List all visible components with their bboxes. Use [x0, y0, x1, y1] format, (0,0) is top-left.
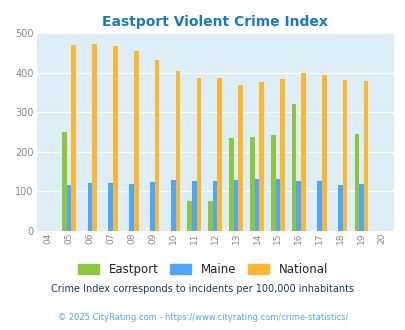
Bar: [217, 78, 222, 231]
Bar: [92, 44, 96, 231]
Bar: [171, 180, 175, 231]
Bar: [321, 75, 326, 231]
Bar: [296, 181, 301, 231]
Bar: [175, 71, 180, 231]
Bar: [187, 201, 192, 231]
Bar: [87, 183, 92, 231]
Bar: [129, 184, 134, 231]
Text: Crime Index corresponds to incidents per 100,000 inhabitants: Crime Index corresponds to incidents per…: [51, 284, 354, 294]
Bar: [337, 185, 342, 231]
Text: © 2025 CityRating.com - https://www.cityrating.com/crime-statistics/: © 2025 CityRating.com - https://www.city…: [58, 313, 347, 322]
Bar: [238, 85, 242, 231]
Bar: [279, 79, 284, 231]
Bar: [270, 135, 275, 231]
Bar: [354, 134, 358, 231]
Bar: [108, 183, 113, 231]
Bar: [113, 46, 117, 231]
Bar: [66, 185, 71, 231]
Bar: [196, 78, 201, 231]
Bar: [134, 51, 138, 231]
Bar: [71, 45, 76, 231]
Bar: [259, 82, 263, 231]
Bar: [301, 73, 305, 231]
Bar: [192, 181, 196, 231]
Bar: [212, 181, 217, 231]
Legend: Eastport, Maine, National: Eastport, Maine, National: [73, 258, 332, 281]
Bar: [228, 138, 233, 231]
Bar: [363, 81, 367, 231]
Bar: [249, 137, 254, 231]
Title: Eastport Violent Crime Index: Eastport Violent Crime Index: [102, 15, 327, 29]
Bar: [358, 184, 363, 231]
Bar: [317, 181, 321, 231]
Bar: [150, 182, 154, 231]
Bar: [275, 179, 279, 231]
Bar: [254, 179, 259, 231]
Bar: [342, 80, 347, 231]
Bar: [62, 132, 66, 231]
Bar: [208, 201, 212, 231]
Bar: [291, 104, 296, 231]
Bar: [233, 180, 238, 231]
Bar: [154, 60, 159, 231]
